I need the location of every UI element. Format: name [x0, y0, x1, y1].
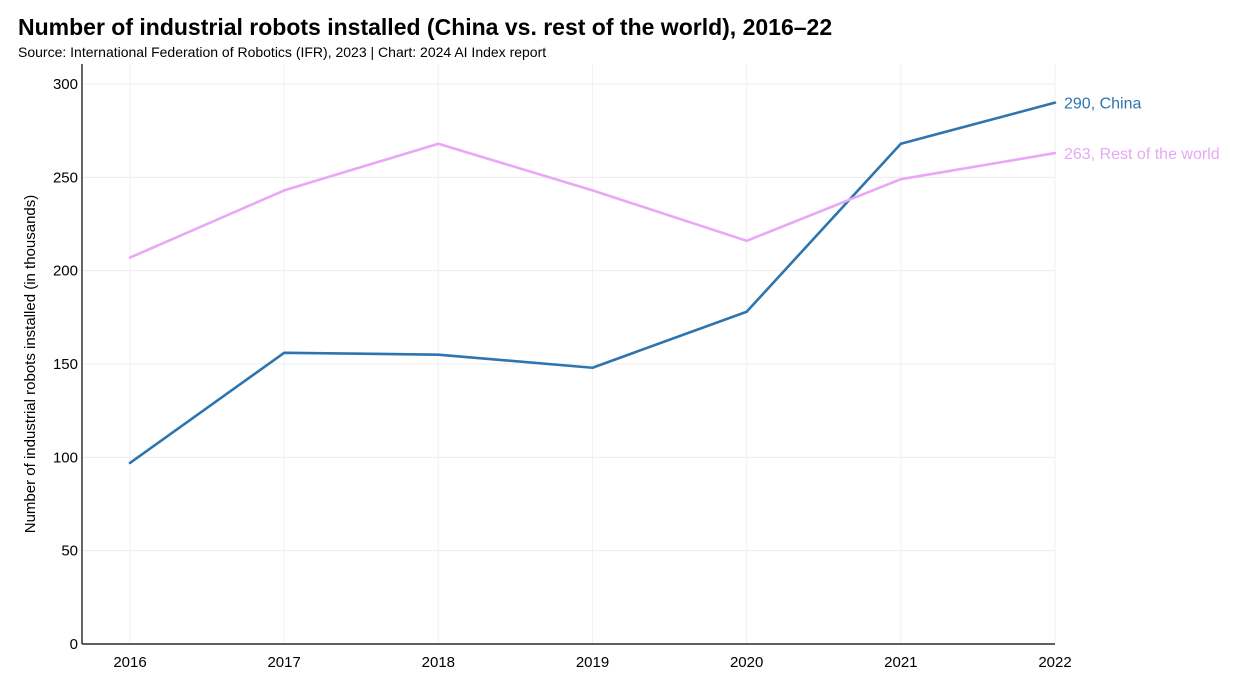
gridlines: [82, 64, 1056, 644]
y-tick-label: 200: [53, 263, 78, 280]
x-tick-label: 2019: [576, 654, 609, 671]
y-axis-title: Number of industrial robots installed (i…: [22, 195, 39, 534]
y-tick-label: 250: [53, 169, 78, 186]
series-end-label: 290, China: [1064, 96, 1141, 113]
y-tick-label: 0: [70, 636, 78, 653]
y-tick-label: 300: [53, 76, 78, 93]
series-lines: [128, 101, 1057, 465]
chart-subtitle: Source: International Federation of Robo…: [18, 44, 547, 60]
x-tick-label: 2021: [884, 654, 917, 671]
y-tick-label: 100: [53, 449, 78, 466]
y-tick-label: 50: [61, 543, 78, 560]
chart-title: Number of industrial robots installed (C…: [18, 14, 833, 40]
series-end-label: 263, Rest of the world: [1064, 146, 1220, 163]
x-tick-label: 2017: [267, 654, 300, 671]
x-tick-label: 2016: [113, 654, 146, 671]
x-tick-label: 2022: [1038, 654, 1071, 671]
x-tick-label: 2018: [422, 654, 455, 671]
y-tick-label: 150: [53, 356, 78, 373]
labels: 290, China 263, Rest of the world: [1064, 96, 1220, 163]
axes: 0 50 100 150 200 250 300 2016 2017 2018 2019 2020 20…: [22, 64, 1072, 671]
x-tick-label: 2020: [730, 654, 763, 671]
